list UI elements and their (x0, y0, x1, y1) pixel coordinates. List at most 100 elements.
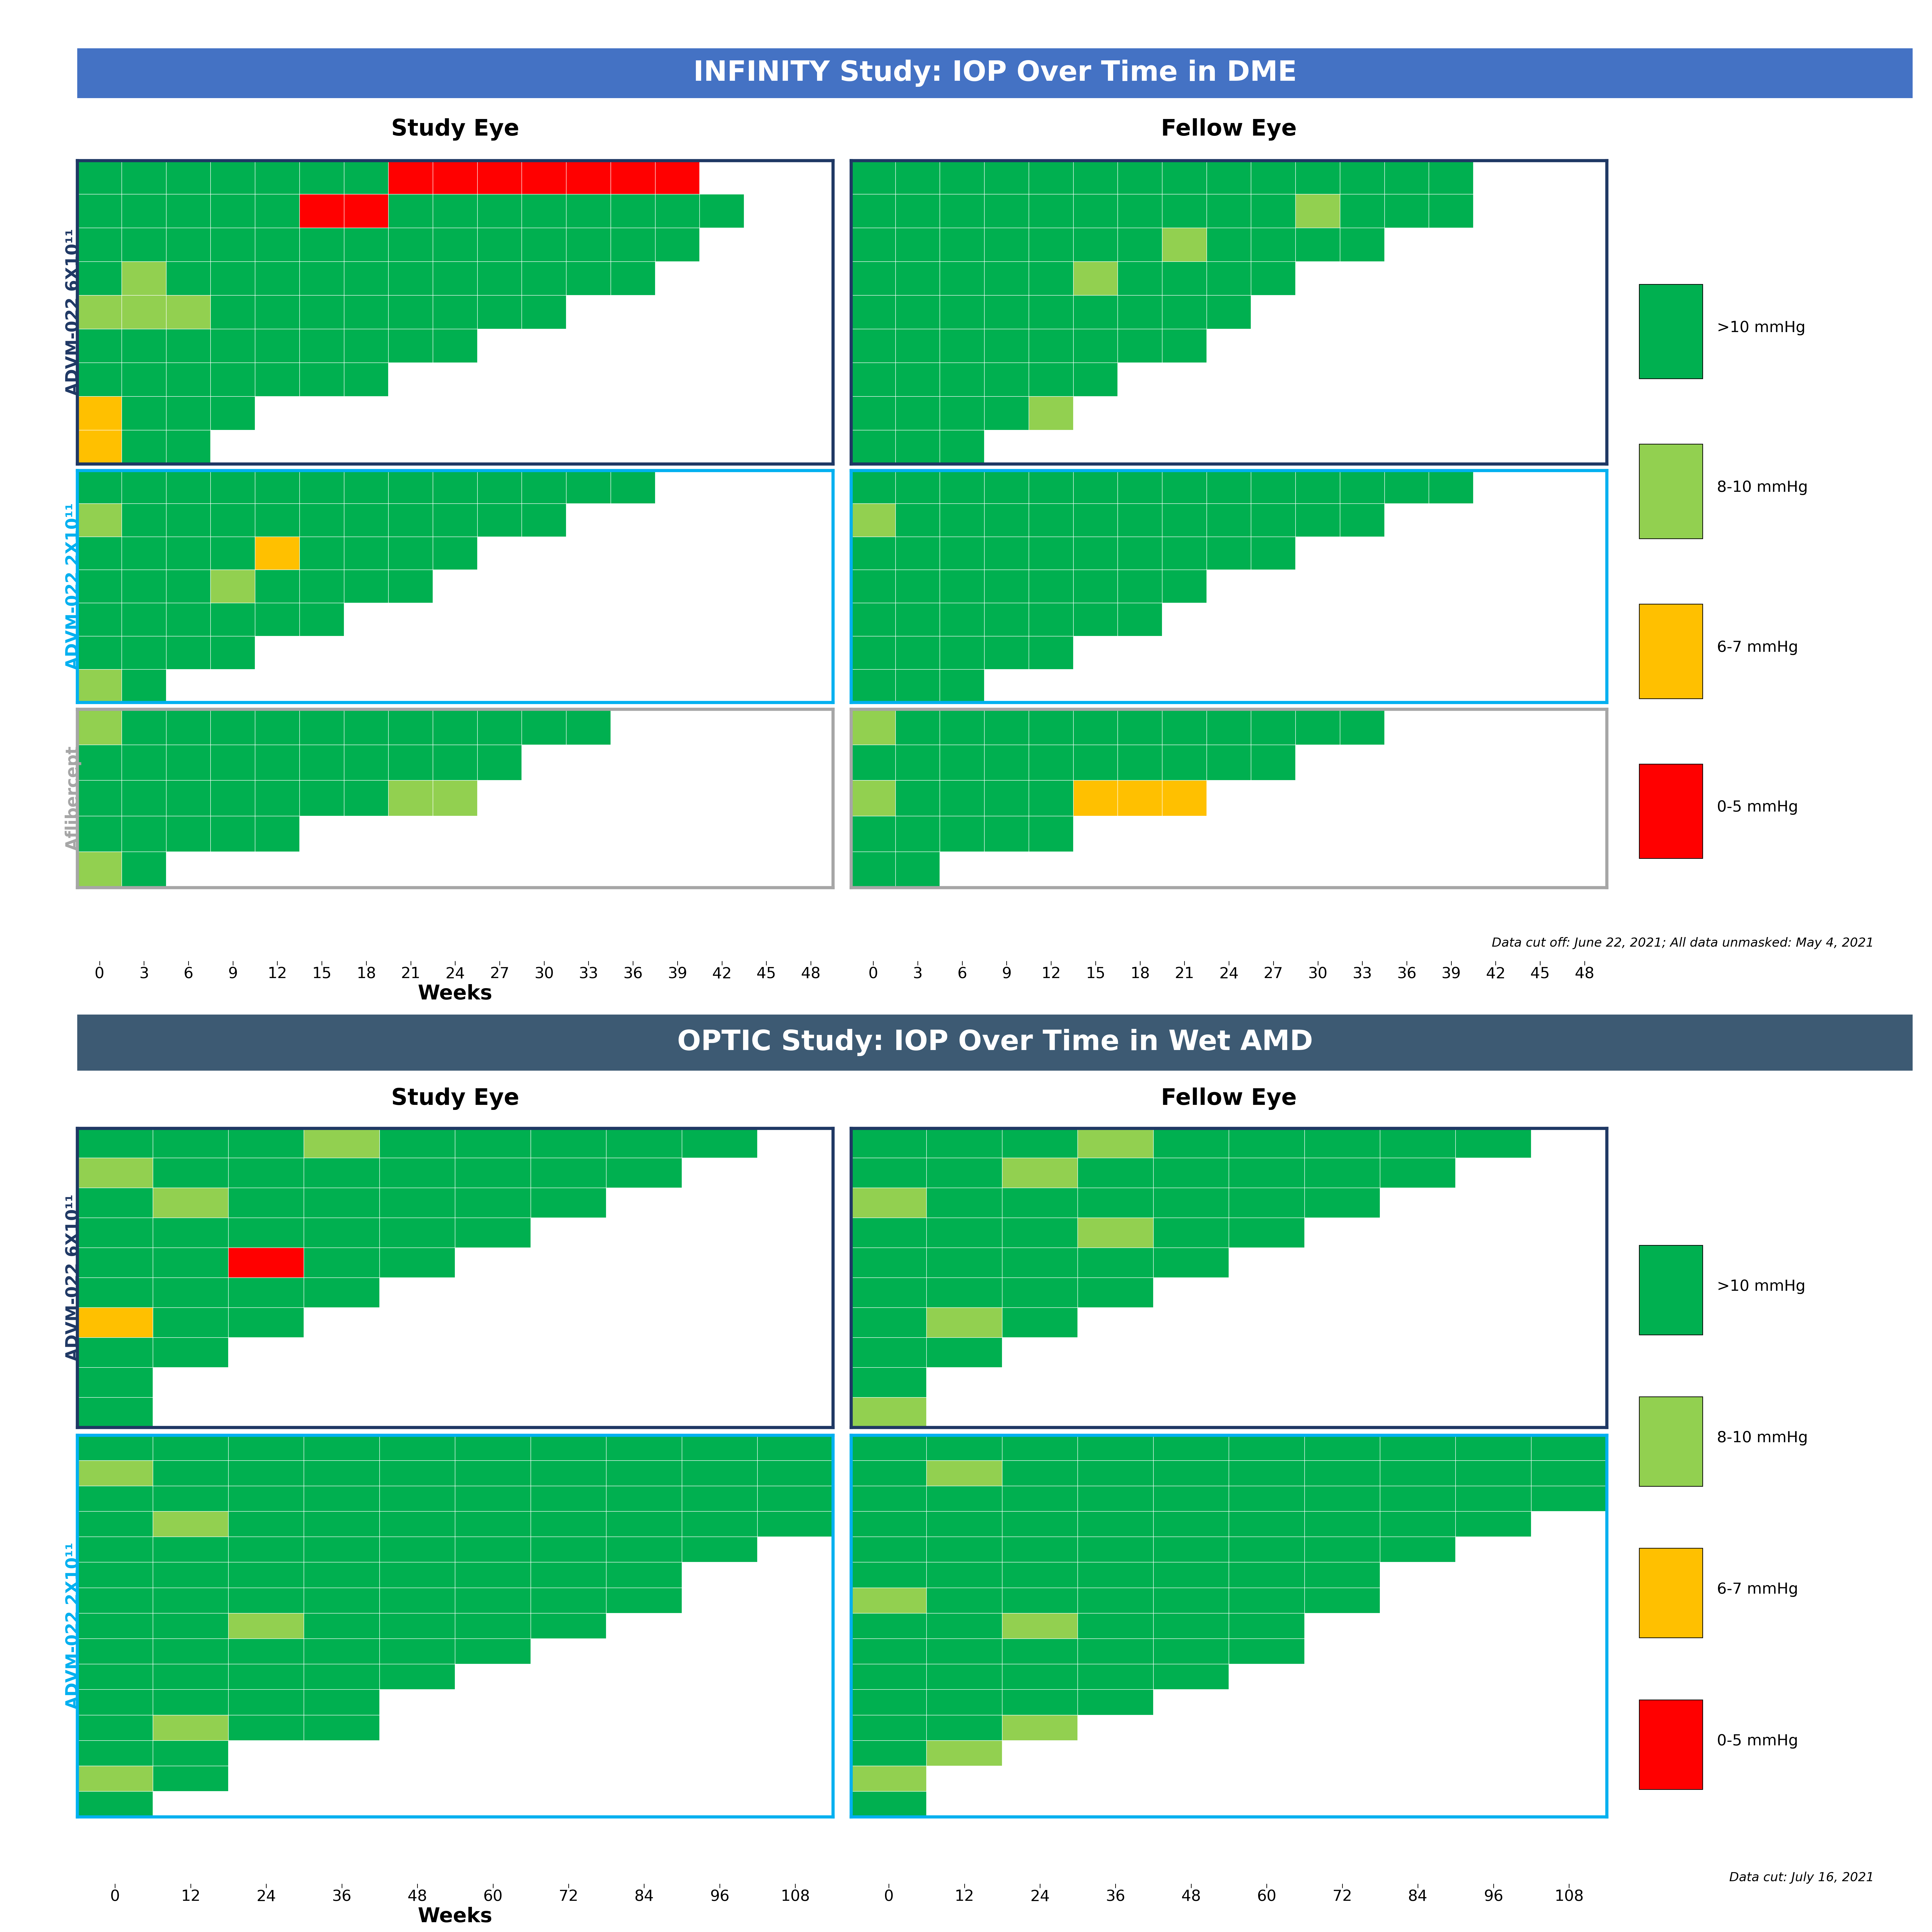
Bar (522, 261, 566, 296)
Bar (699, 537, 744, 570)
Bar (941, 261, 985, 296)
Bar (1208, 537, 1252, 570)
Bar (1003, 1766, 1078, 1791)
Bar (1208, 852, 1252, 887)
Bar (927, 1368, 1003, 1397)
Bar (456, 1277, 531, 1308)
Bar (757, 1791, 833, 1816)
Bar (1119, 363, 1163, 396)
Bar (1638, 284, 1702, 379)
Bar (153, 1663, 228, 1691)
Bar (379, 1511, 456, 1536)
Bar (744, 815, 788, 852)
Bar (1563, 537, 1607, 570)
Bar (303, 1128, 379, 1157)
Bar (985, 261, 1030, 296)
Bar (744, 603, 788, 636)
Bar (522, 852, 566, 887)
Bar (611, 471, 655, 504)
Bar (757, 1157, 833, 1188)
Text: Data cut off: June 22, 2021; All data unmasked: May 4, 2021: Data cut off: June 22, 2021; All data un… (1492, 937, 1874, 949)
Bar (303, 1188, 379, 1217)
Bar (1163, 603, 1208, 636)
Bar (757, 1461, 833, 1486)
Bar (388, 296, 433, 328)
Bar (985, 431, 1030, 464)
Bar (1153, 1157, 1229, 1188)
Bar (122, 636, 166, 668)
Bar (228, 1486, 303, 1511)
Bar (1208, 195, 1252, 228)
Bar (522, 570, 566, 603)
Bar (228, 1613, 303, 1638)
Bar (655, 504, 699, 537)
Bar (255, 781, 299, 815)
Bar (77, 1563, 153, 1588)
Bar (344, 709, 388, 744)
Bar (566, 296, 611, 328)
Bar (522, 471, 566, 504)
Bar (211, 296, 255, 328)
Bar (299, 570, 344, 603)
Bar (1296, 603, 1341, 636)
Bar (1455, 1613, 1532, 1638)
Bar (611, 537, 655, 570)
Bar (255, 852, 299, 887)
Bar (682, 1663, 757, 1691)
Bar (699, 744, 744, 781)
Bar (1208, 815, 1252, 852)
Bar (531, 1511, 607, 1536)
Bar (850, 261, 896, 296)
Bar (1030, 296, 1074, 328)
Bar (388, 781, 433, 815)
Bar (927, 1248, 1003, 1277)
Bar (211, 537, 255, 570)
Bar (1474, 504, 1519, 537)
Bar (522, 668, 566, 703)
Bar (985, 537, 1030, 570)
Bar (744, 160, 788, 195)
Bar (1074, 228, 1119, 261)
Bar (788, 160, 833, 195)
Bar (344, 603, 388, 636)
Bar (477, 160, 522, 195)
Bar (1229, 1308, 1304, 1337)
Bar (1341, 261, 1385, 296)
Bar (1430, 603, 1474, 636)
Bar (1296, 709, 1341, 744)
Bar (850, 603, 896, 636)
Bar (850, 852, 896, 887)
Bar (1385, 668, 1430, 703)
Bar (531, 1638, 607, 1663)
Bar (433, 709, 477, 744)
Bar (1229, 1663, 1304, 1691)
Bar (757, 1536, 833, 1563)
Bar (985, 603, 1030, 636)
Bar (1519, 570, 1563, 603)
Bar (850, 744, 896, 781)
Bar (850, 1308, 927, 1337)
Bar (433, 328, 477, 363)
Bar (77, 1217, 153, 1248)
Bar (299, 744, 344, 781)
Bar (1304, 1128, 1379, 1157)
Bar (531, 1248, 607, 1277)
Bar (1003, 1613, 1078, 1638)
Bar (927, 1157, 1003, 1188)
Bar (927, 1337, 1003, 1368)
Bar (379, 1397, 456, 1428)
Bar (1519, 296, 1563, 328)
Bar (477, 431, 522, 464)
Bar (1474, 709, 1519, 744)
Bar (941, 228, 985, 261)
Bar (1078, 1368, 1153, 1397)
Bar (655, 852, 699, 887)
Bar (1385, 261, 1430, 296)
Bar (77, 781, 122, 815)
Bar (1078, 1613, 1153, 1638)
Bar (456, 1716, 531, 1741)
Bar (1003, 1716, 1078, 1741)
Bar (1296, 195, 1341, 228)
Bar (699, 603, 744, 636)
Bar (1030, 709, 1074, 744)
